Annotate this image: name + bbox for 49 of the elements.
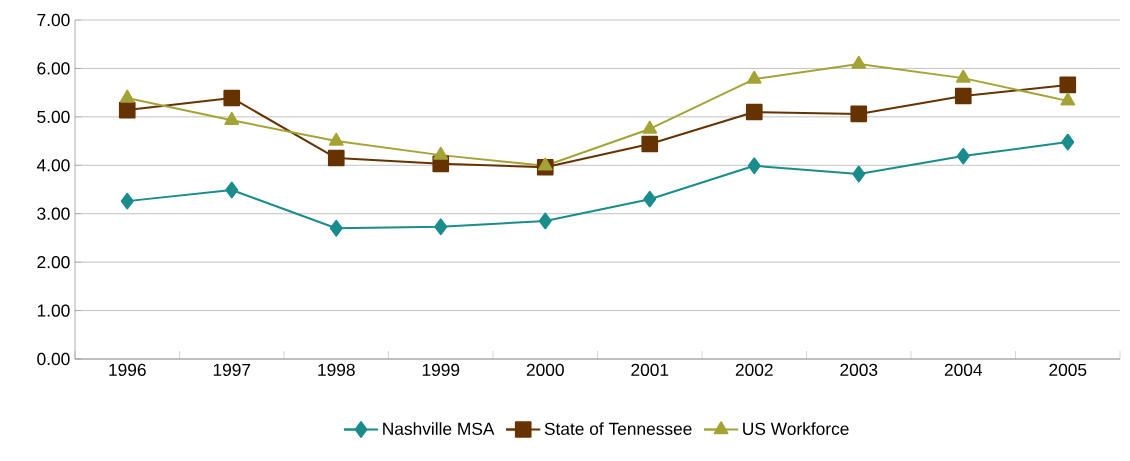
point bbox=[852, 165, 866, 183]
point bbox=[1060, 92, 1076, 106]
point bbox=[851, 55, 867, 69]
point bbox=[225, 181, 239, 199]
legend-label: Nashville MSA bbox=[383, 422, 495, 435]
point bbox=[328, 132, 344, 146]
x-tick-label: 1996 bbox=[109, 363, 146, 376]
point bbox=[223, 89, 241, 107]
point bbox=[118, 101, 136, 119]
x-tick-label: 2000 bbox=[526, 363, 564, 376]
x-tick-label: 2002 bbox=[735, 363, 773, 376]
x-tick-label: 2001 bbox=[631, 363, 669, 376]
legend-label: State of Tennessee bbox=[544, 422, 692, 435]
point bbox=[641, 135, 659, 153]
legend-label: US Workforce bbox=[743, 422, 849, 435]
point bbox=[955, 69, 971, 83]
point bbox=[643, 190, 657, 208]
point bbox=[120, 192, 134, 210]
x-tick-label: 2003 bbox=[840, 363, 878, 376]
point bbox=[537, 157, 553, 171]
point bbox=[954, 87, 972, 105]
y-tick-label: 5.00 bbox=[37, 110, 70, 123]
point bbox=[433, 146, 449, 160]
x-tick-label: 1997 bbox=[213, 363, 251, 376]
point bbox=[747, 157, 761, 175]
y-tick-label: 1.00 bbox=[37, 304, 70, 317]
y-tick-label: 4.00 bbox=[36, 159, 70, 172]
point bbox=[850, 105, 868, 123]
point bbox=[434, 218, 448, 236]
point bbox=[745, 103, 763, 121]
y-tick-label: 2.00 bbox=[37, 256, 70, 269]
y-tick-label: 7.00 bbox=[37, 13, 70, 27]
y-tick-label: 3.00 bbox=[37, 207, 70, 220]
x-tick-label: 2005 bbox=[1049, 363, 1087, 376]
x-tick-label: 1998 bbox=[318, 363, 355, 376]
point bbox=[1061, 133, 1075, 151]
point bbox=[642, 120, 658, 134]
point bbox=[224, 111, 240, 125]
x-tick-label: 2004 bbox=[944, 363, 983, 376]
point bbox=[327, 149, 345, 167]
y-tick-label: 0.00 bbox=[37, 352, 70, 366]
y-tick-label: 6.00 bbox=[37, 62, 70, 75]
point bbox=[1059, 76, 1077, 94]
point bbox=[329, 219, 343, 237]
point bbox=[746, 70, 762, 84]
point bbox=[538, 212, 552, 230]
point bbox=[119, 89, 135, 103]
point bbox=[956, 147, 970, 165]
x-tick-label: 1999 bbox=[422, 363, 460, 376]
